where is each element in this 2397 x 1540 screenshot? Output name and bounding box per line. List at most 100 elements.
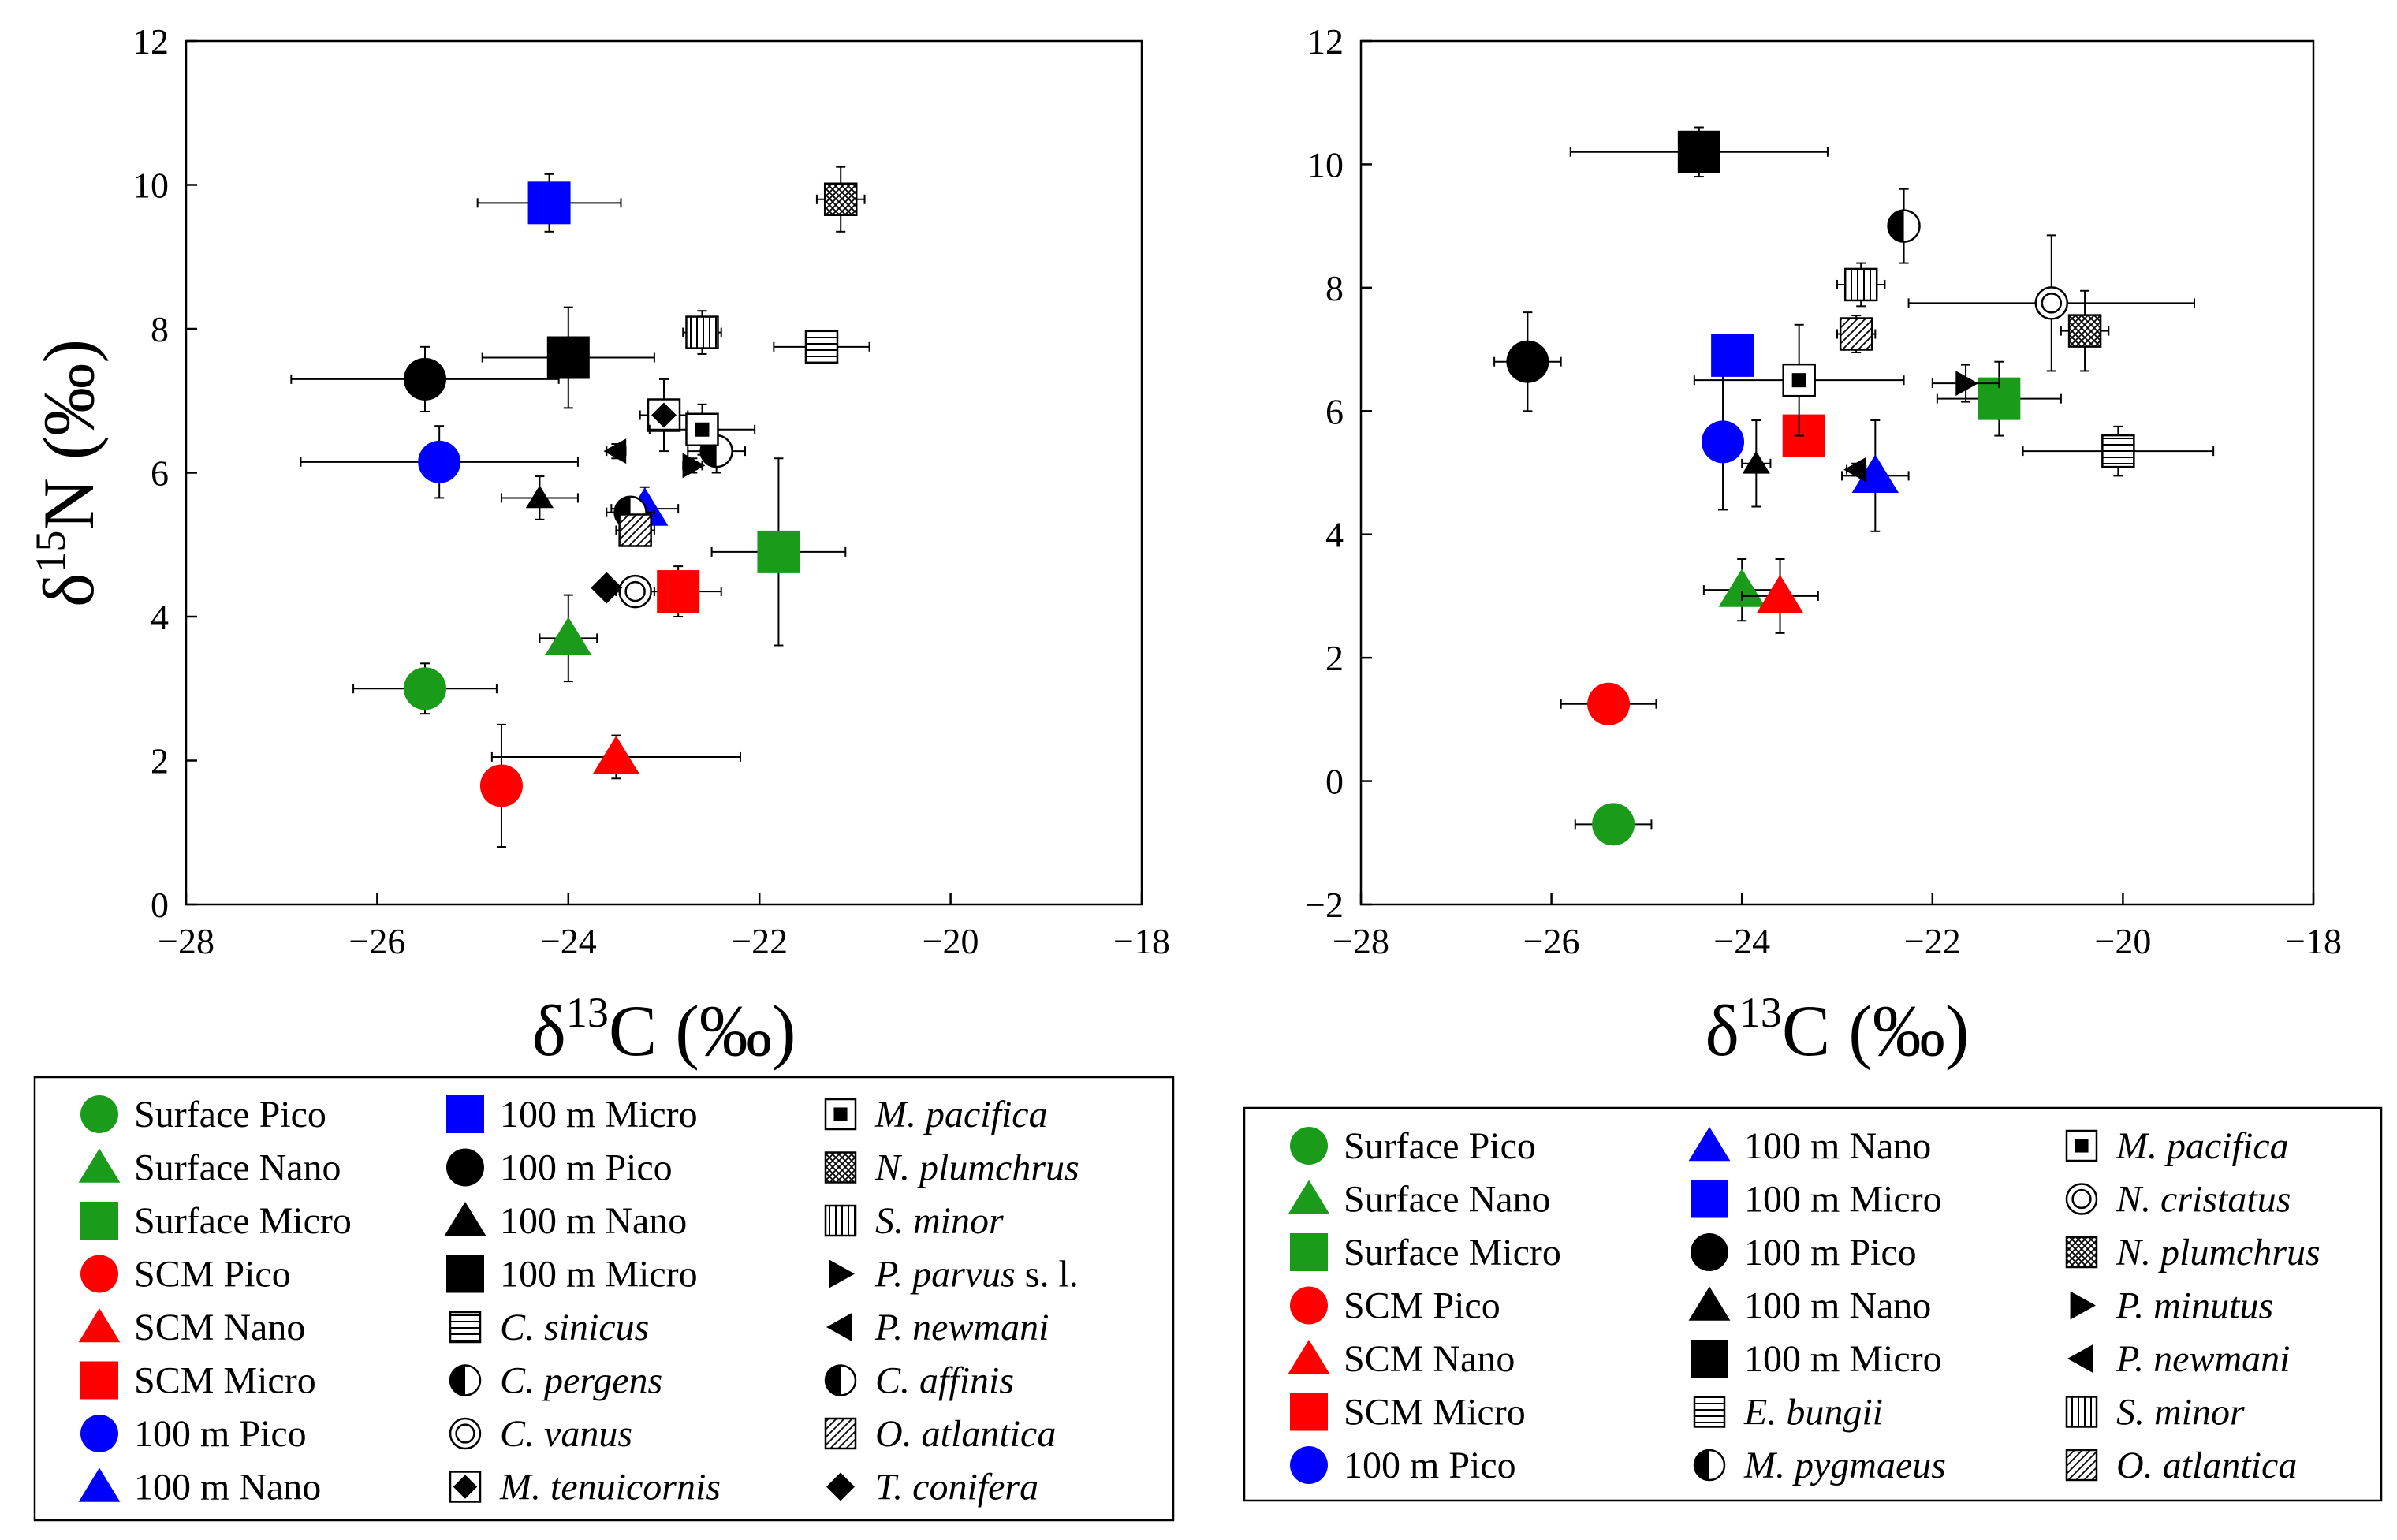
point-100-m-micro: [481, 306, 655, 409]
right-plot-frame: [1359, 39, 2315, 906]
legend-item-n-cristatus: N. cristatus: [2065, 1179, 2291, 1221]
marker-p-minutus: [1955, 371, 1979, 397]
marker-scm-pico: [1587, 682, 1631, 725]
legend-marker-m-pygmaeus: [1693, 1449, 1726, 1482]
point-m-pacifica: [648, 403, 756, 456]
legend-marker-100-m-pico: [446, 1148, 484, 1187]
legend-item-c-affinis: C. affinis: [824, 1360, 1014, 1402]
legend-item-100-m-pico: 100 m Pico: [446, 1147, 673, 1189]
legend-label: Surface Micro: [134, 1200, 352, 1242]
point-o-atlantica: [1836, 315, 1877, 353]
marker-100-m-micro: [1677, 130, 1720, 173]
marker-100-m-pico: [404, 357, 446, 401]
marker-o-atlantica: [618, 513, 652, 547]
legend-item-100-m-micro: 100 m Micro: [1691, 1179, 1942, 1221]
legend-item-scm-micro: SCM Micro: [1290, 1392, 1526, 1434]
legend-item-surface-nano: Surface Nano: [1288, 1179, 1551, 1221]
legend-marker-100-m-pico: [1290, 1446, 1328, 1484]
legend-item-m-tenuicornis: M. tenuicornis: [449, 1467, 721, 1508]
right-x-axis-label: δ13C (‰): [1705, 989, 1970, 1071]
marker-m-pacifica: [1782, 363, 1816, 397]
marker-100-m-micro: [546, 336, 590, 379]
x-tick-label: −28: [158, 921, 214, 961]
legend-label: SCM Micro: [1344, 1392, 1526, 1434]
legend-marker-p-parvus: [829, 1259, 855, 1288]
legend-label: C. sinicus: [500, 1307, 649, 1348]
point-e-bungii: [2022, 425, 2215, 477]
point-surface-pico: [352, 662, 498, 715]
point-s-minor: [682, 310, 722, 355]
legend-label: S. minor: [2116, 1392, 2245, 1434]
legend-item-c-sinicus: C. sinicus: [449, 1307, 649, 1348]
legend-item-100-m-nano: 100 m Nano: [78, 1467, 321, 1508]
x-tick-label: −20: [923, 921, 979, 961]
left-y-axis-label: δ15N (‰): [27, 339, 109, 607]
legend-marker-c-sinicus: [449, 1311, 482, 1344]
marker-c-vanus: [618, 574, 652, 609]
marker-surface-pico: [404, 667, 446, 710]
marker-e-bungii: [2101, 434, 2135, 468]
legend-marker-surface-nano: [1288, 1180, 1330, 1214]
legend-label: 100 m Micro: [1744, 1179, 1942, 1221]
point-100-m-nano: [500, 475, 579, 520]
legend-label: N. plumchrus: [874, 1147, 1079, 1189]
marker-100-m-pico: [418, 440, 461, 483]
legend-label: SCM Pico: [134, 1254, 291, 1296]
x-tick-label: −20: [2094, 921, 2151, 961]
point-scm-micro: [1782, 414, 1825, 457]
legend-item-100-m-nano: 100 m Nano: [1688, 1285, 1931, 1327]
legend-label: SCM Pico: [1344, 1285, 1500, 1327]
legend-item-n-plumchrus: N. plumchrus: [2065, 1232, 2321, 1273]
point-surface-micro: [710, 457, 847, 647]
y-tick-label: 0: [1325, 762, 1344, 802]
point-t-conifera: [591, 572, 623, 604]
marker-m-pacifica: [685, 412, 719, 446]
legend-marker-surface-pico: [1290, 1127, 1328, 1165]
legend-marker-scm-nano: [78, 1308, 121, 1343]
marker-scm-nano: [1756, 574, 1804, 613]
legend-marker-100-m-pico: [80, 1415, 118, 1452]
right-legend-box: [1243, 1106, 2383, 1502]
legend-marker-surface-micro: [80, 1202, 118, 1240]
marker-t-conifera: [591, 572, 623, 604]
legend-marker-100-m-nano: [1688, 1286, 1731, 1321]
legend-marker-n-plumchrus: [2065, 1236, 2098, 1269]
marker-100-m-nano: [525, 485, 554, 509]
legend-label: SCM Nano: [134, 1307, 305, 1348]
legend-marker-scm-micro: [1290, 1393, 1328, 1431]
legend-marker-n-plumchrus: [824, 1151, 857, 1184]
legend-marker-100-m-micro: [1691, 1340, 1728, 1378]
legend-item-n-plumchrus: N. plumchrus: [824, 1147, 1079, 1189]
marker-s-minor: [685, 315, 719, 349]
legend-item-100-m-micro: 100 m Micro: [446, 1254, 698, 1296]
left-plot-frame: [185, 39, 1143, 906]
legend-marker-100-m-nano: [1688, 1127, 1731, 1162]
y-tick-label: 6: [1325, 391, 1344, 431]
legend-label: P. parvus s. l.: [874, 1254, 1079, 1296]
legend-label: SCM Micro: [134, 1360, 316, 1402]
legend-item-c-pergens: C. pergens: [449, 1360, 662, 1402]
legend-marker-c-affinis: [824, 1364, 857, 1396]
legend-marker-100-m-nano: [444, 1202, 486, 1236]
legend-item-s-minor: S. minor: [2065, 1392, 2245, 1434]
x-tick-label: −24: [540, 921, 597, 961]
marker-s-minor: [1843, 267, 1878, 302]
legend-label: O. atlantica: [2116, 1445, 2297, 1486]
legend-marker-100-m-micro: [446, 1095, 484, 1133]
marker-100-m-pico: [1506, 340, 1549, 383]
point-100-m-pico: [1702, 373, 1745, 511]
legend-marker-scm-micro: [80, 1361, 118, 1400]
point-c-vanus: [615, 574, 655, 609]
point-surface-nano: [1702, 558, 1781, 622]
legend-marker-scm-pico: [1290, 1286, 1328, 1325]
x-tick-label: −18: [1113, 921, 1170, 961]
point-100-m-pico: [300, 425, 579, 499]
x-tick-label: −18: [2285, 921, 2342, 961]
legend-label: 100 m Micro: [1744, 1338, 1942, 1380]
y-tick-label: 2: [1325, 638, 1344, 678]
legend-item-100-m-pico: 100 m Pico: [1691, 1232, 1917, 1273]
legend-item-m-pacifica: M. pacifica: [2065, 1125, 2289, 1167]
left-panel: −28 −26 −24 −22 −20 −18 0 2 4 6 8 10 12 δ13C (‰) δ15…: [27, 21, 1170, 1071]
marker-n-plumchrus: [823, 182, 858, 216]
legend-item-m-pacifica: M. pacifica: [824, 1094, 1048, 1135]
